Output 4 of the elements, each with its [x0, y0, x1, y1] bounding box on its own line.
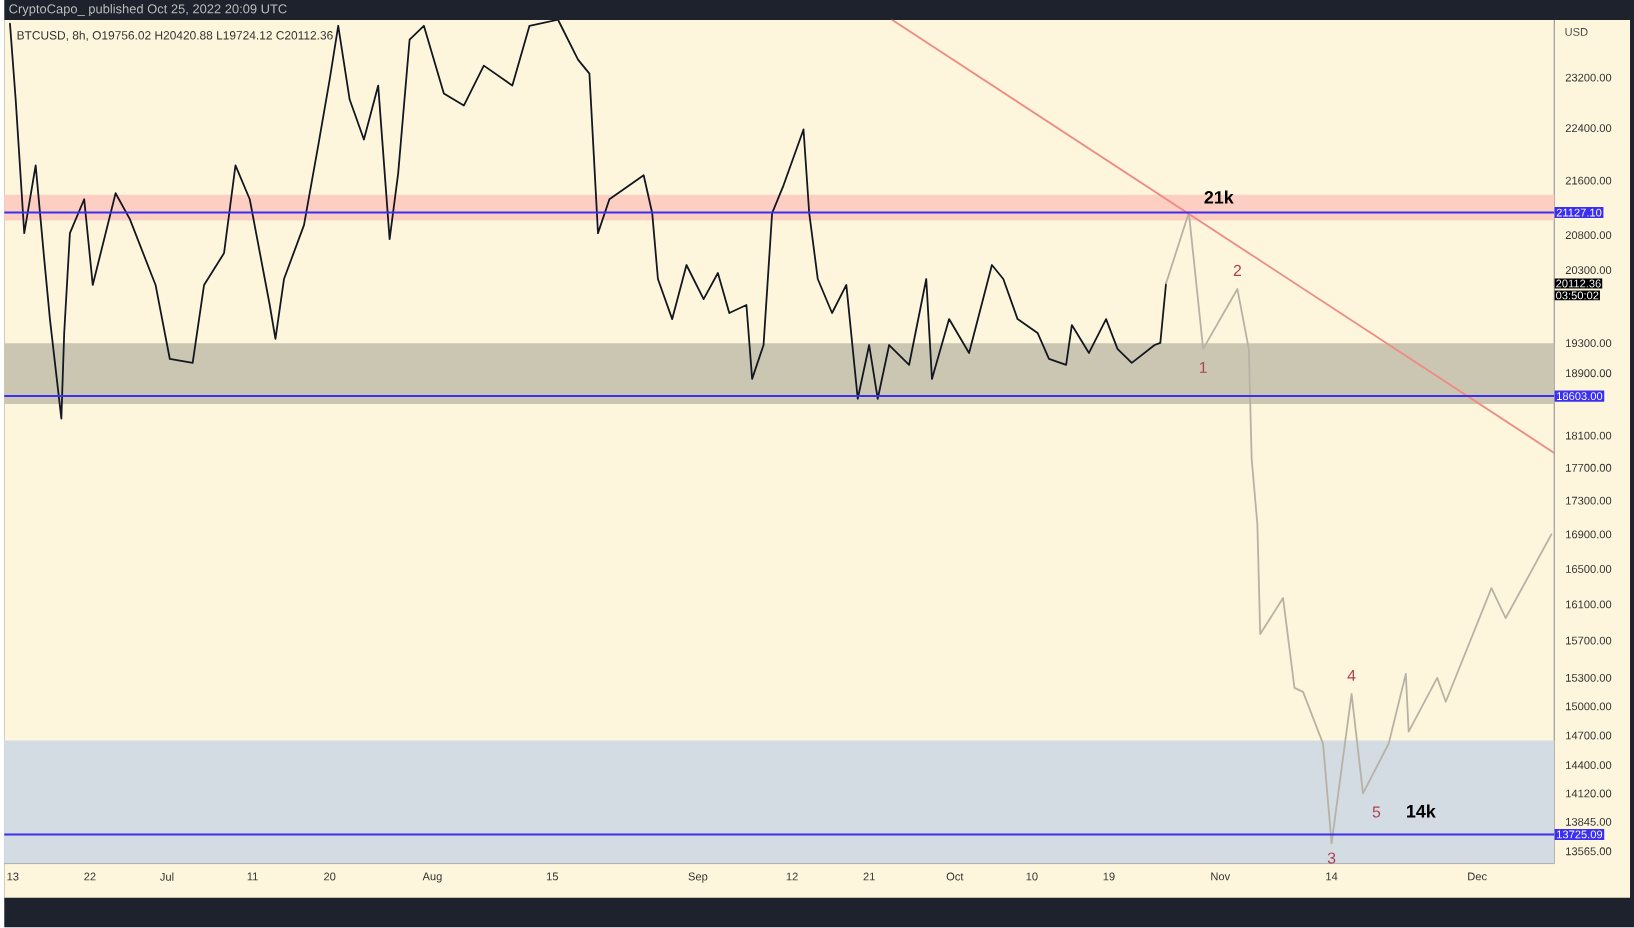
- annotation: 21k: [1204, 190, 1234, 204]
- annotation: 14k: [1407, 804, 1436, 818]
- line-series: [9, 19, 1167, 420]
- line-series: [1165, 211, 1553, 845]
